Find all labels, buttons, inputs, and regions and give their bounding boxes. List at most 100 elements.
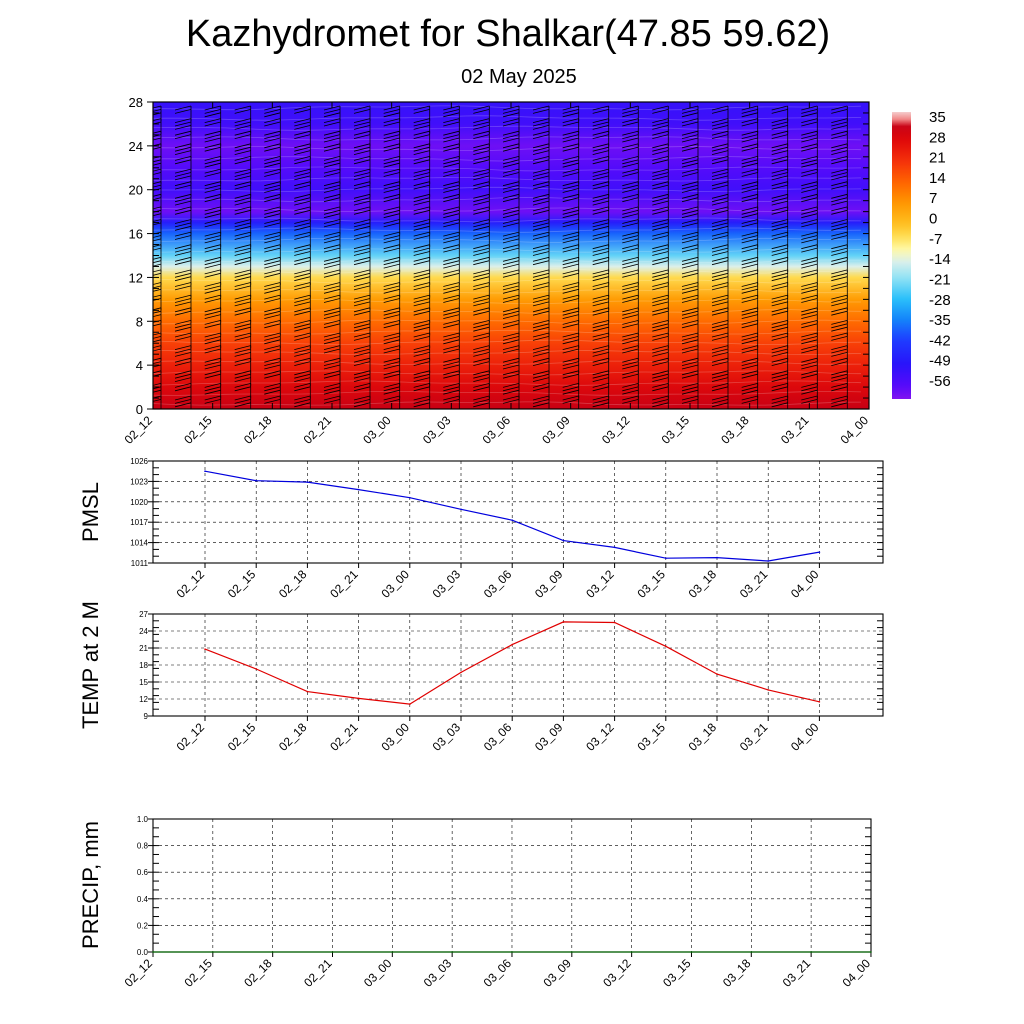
pmsl-xtick-label: 03_00 [378,567,412,601]
wind-barb-flag [502,156,520,161]
wind-barb [174,282,192,298]
wind-barb-flag [681,285,699,291]
wind-barb [801,282,818,298]
wind-barb [353,383,371,399]
colorbar-label: 21 [929,150,946,167]
wind-barb-flag [323,345,341,350]
wind-barb-flag [413,285,430,291]
wind-barb-flag [353,209,371,215]
wind-barb-flag [711,336,729,341]
wind-barb-flag [353,118,371,123]
wind-barb [592,244,610,260]
wind-barb-flag [264,184,281,190]
wind-barb-flag [264,269,281,275]
wind-barb-flag [502,222,520,228]
wind-barb-flag [443,146,460,152]
wind-barb-flag [204,395,221,401]
wind-barb [652,219,669,235]
wind-barb-flag [153,383,162,386]
pmsl-xtick-label: 02_15 [225,567,259,601]
wind-barb-flag [622,399,639,404]
wind-barb [323,357,341,374]
wind-barb [711,219,729,235]
wind-barb [353,105,371,121]
wind-barb-flag [652,206,669,212]
wind-barb-flag [831,336,848,341]
wind-barb [234,383,252,399]
wind-barb [383,357,401,374]
wind-barb [562,332,580,348]
wind-barb-flag [532,159,550,165]
contour-line [153,289,862,294]
wind-barb-flag [413,260,430,266]
wind-barb-flag [323,219,341,224]
temp-2m-ytick-label: 15 [139,678,148,687]
wind-barb-flag [443,348,460,354]
wind-barb-flag [681,219,699,224]
wind-barb-flag [264,339,281,345]
wind-barb [592,383,610,399]
wind-barb [562,130,580,147]
wind-barb-flag [681,389,699,395]
wind-barb-flag [831,219,848,224]
wind-barb-flag [562,162,579,168]
wind-barb-flag [502,137,520,143]
wind-barb-flag [353,181,371,187]
wind-barb [383,219,401,235]
wind-barb-flag [801,134,818,139]
wind-barb [204,370,222,386]
wind-barb-flag [532,348,550,354]
wind-barb-flag [353,336,371,341]
wind-barb [771,244,789,260]
wind-barb-flag [174,386,192,392]
wind-barb-flag [204,134,221,139]
wind-barb [323,143,341,159]
wind-barb-flag [153,389,162,393]
wind-barb-flag [264,389,281,395]
wind-barb-flag [801,172,818,177]
wind-barb-flag [473,395,490,401]
wind-barb [801,206,818,222]
wind-barb-flag [174,377,192,382]
wind-barb-flag [622,294,639,300]
heatmap-xtick-label: 03_09 [539,413,573,447]
wind-barb-flag [831,251,848,256]
wind-barb-flag [652,184,669,190]
wind-barb-flag [443,168,460,174]
temp-2m-point [409,703,411,705]
precip-point [630,951,633,953]
wind-barb [741,143,759,159]
wind-barb-flag [771,143,788,149]
wind-barb-flag [353,323,371,329]
wind-barb-flag [353,276,371,282]
wind-barb-flag [473,260,490,266]
wind-barb-flag [622,130,639,136]
wind-barb-flag [234,118,251,123]
wind-barb-flag [383,112,400,118]
wind-barb-flag [174,193,192,199]
wind-barb-flag [622,307,639,313]
wind-barb-flag [443,172,460,177]
precip-point [271,951,274,953]
wind-barb-flag [532,326,550,332]
wind-barb-flag [473,272,490,278]
wind-barb-flag [204,294,221,300]
wind-barb-flag [264,307,281,313]
wind-barb-flag [153,118,162,122]
temp-2m-point [665,645,667,648]
heatmap-xtick-label: 03_18 [718,413,752,447]
wind-barb-flag [831,130,848,136]
wind-barb-flag [353,121,371,127]
wind-barb-flag [532,345,550,350]
wind-barb-flag [562,168,579,174]
colorbar-label: -49 [929,353,951,370]
wind-barb-flag [562,364,579,370]
wind-barb [831,206,848,222]
wind-barb [831,143,848,159]
wind-barb-flag [153,206,162,210]
wind-barb-flag [622,188,639,193]
wind-barb [153,370,162,386]
wind-barb-flag [413,172,430,177]
wind-barb-flag [532,373,550,379]
